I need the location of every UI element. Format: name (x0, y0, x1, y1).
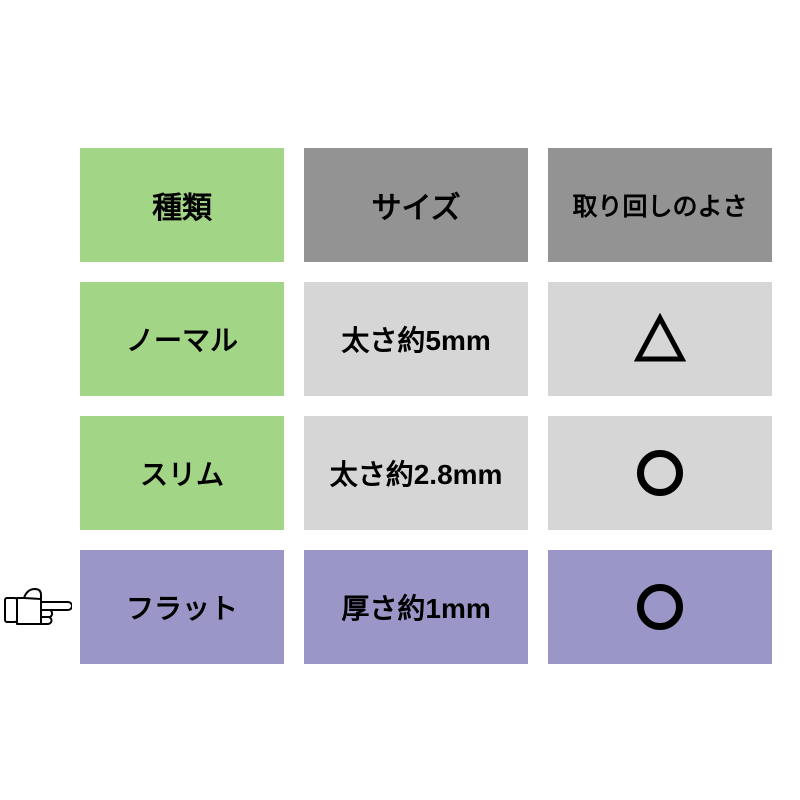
header-handling: 取り回しのよさ (548, 148, 772, 262)
header-size: サイズ (304, 148, 528, 262)
table-row: スリム太さ約2.8mm (80, 416, 772, 530)
table-header-row: 種類 サイズ 取り回しのよさ (80, 148, 772, 262)
cell-rating (548, 416, 772, 530)
table-body: ノーマル太さ約5mm スリム太さ約2.8mm フラット厚さ約1mm (80, 282, 772, 664)
cell-type: ノーマル (80, 282, 284, 396)
triangle-icon (634, 313, 686, 365)
pointing-hand-icon (2, 550, 74, 664)
cell-rating (548, 550, 772, 664)
circle-icon (636, 449, 684, 497)
cell-size: 厚さ約1mm (304, 550, 528, 664)
cell-size: 太さ約5mm (304, 282, 528, 396)
table-row: ノーマル太さ約5mm (80, 282, 772, 396)
table-row: フラット厚さ約1mm (80, 550, 772, 664)
cell-type: フラット (80, 550, 284, 664)
circle-icon (636, 583, 684, 631)
header-type: 種類 (80, 148, 284, 262)
cell-type: スリム (80, 416, 284, 530)
cell-rating (548, 282, 772, 396)
cell-size: 太さ約2.8mm (304, 416, 528, 530)
comparison-table: 種類 サイズ 取り回しのよさ ノーマル太さ約5mm スリム太さ約2.8mm フラ… (80, 148, 772, 684)
